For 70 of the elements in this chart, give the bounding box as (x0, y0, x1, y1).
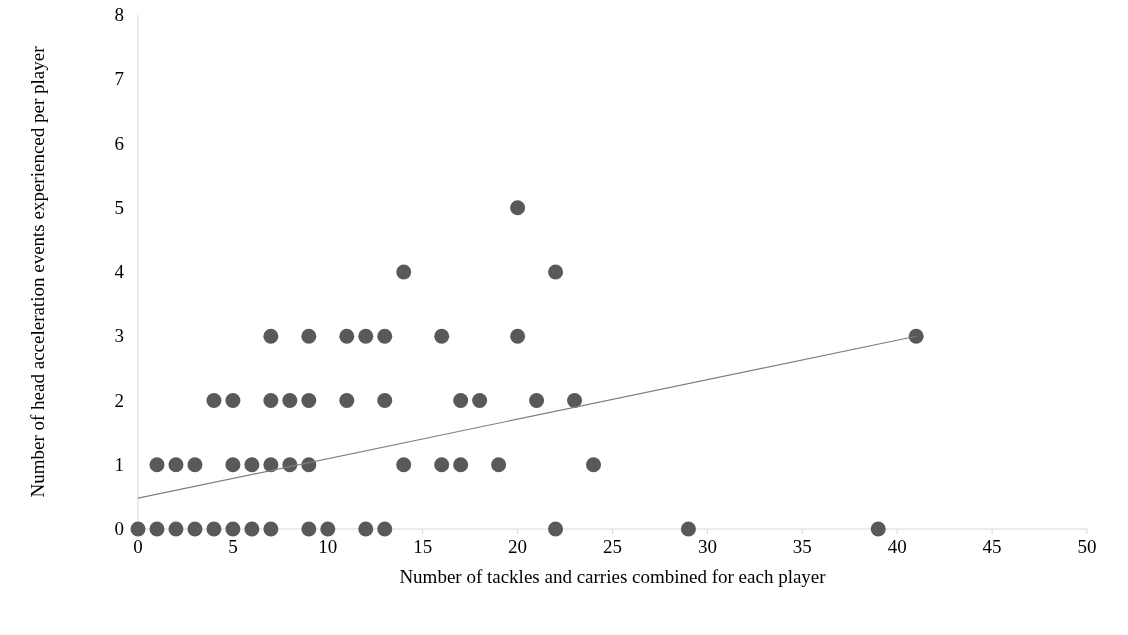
x-tick-label: 30 (697, 536, 717, 557)
point (225, 457, 241, 473)
x-tick-label: 15 (413, 536, 433, 557)
point (510, 328, 526, 344)
point (396, 457, 412, 473)
point (282, 393, 298, 408)
point (225, 393, 241, 408)
x-tick-label: 35 (792, 536, 812, 557)
x-axis-title: Number of tackles and carries combined for each player (399, 566, 827, 587)
point (206, 521, 222, 537)
point (510, 200, 526, 216)
y-tick-label: 3 (114, 325, 124, 347)
point (396, 264, 412, 280)
y-tick-label: 4 (114, 261, 125, 282)
x-tick-label: 25 (603, 536, 622, 557)
y-tick-label: 1 (114, 453, 124, 475)
point (149, 521, 165, 537)
x-tick-label: 5 (228, 536, 238, 557)
y-tick-label: 6 (114, 132, 124, 154)
point (680, 521, 696, 537)
point (320, 521, 336, 537)
point (529, 393, 545, 408)
x-tick-label: 45 (982, 536, 1002, 557)
y-tick-label: 5 (114, 196, 124, 218)
point (130, 521, 146, 537)
y-tick-label: 0 (114, 518, 124, 539)
point (453, 393, 469, 408)
point (187, 457, 203, 473)
point (453, 457, 469, 473)
point (870, 521, 886, 537)
y-tick-label: 2 (114, 389, 124, 411)
point (434, 457, 450, 473)
point (149, 457, 165, 473)
point (586, 457, 602, 473)
point (206, 393, 222, 408)
point (263, 457, 279, 473)
point (263, 328, 279, 344)
point (301, 328, 317, 344)
point (358, 521, 374, 537)
point (168, 457, 184, 473)
point (225, 521, 241, 537)
point (567, 393, 583, 408)
y-tick-label: 7 (114, 68, 124, 90)
point (339, 393, 355, 408)
point (548, 521, 564, 537)
y-axis-title: Number of head acceleration events experienced per player (27, 45, 48, 498)
point (434, 328, 450, 344)
point (358, 328, 374, 344)
point (301, 521, 317, 537)
point (244, 457, 260, 473)
point (908, 328, 924, 344)
point (187, 521, 203, 537)
point (548, 264, 564, 280)
point (168, 521, 184, 537)
y-tick-label: 8 (114, 4, 124, 25)
point (377, 393, 393, 408)
point (244, 521, 260, 537)
x-tick-label: 20 (508, 536, 528, 557)
point (263, 393, 279, 408)
point (472, 393, 488, 408)
point (301, 393, 317, 408)
x-tick-label: 0 (133, 536, 143, 557)
x-tick-label: 10 (318, 536, 338, 557)
point (377, 521, 393, 537)
point (491, 457, 507, 473)
x-tick-label: 40 (887, 536, 907, 557)
point (339, 328, 355, 344)
point (377, 328, 393, 344)
point (263, 521, 279, 537)
x-tick-label: 50 (1077, 536, 1097, 557)
